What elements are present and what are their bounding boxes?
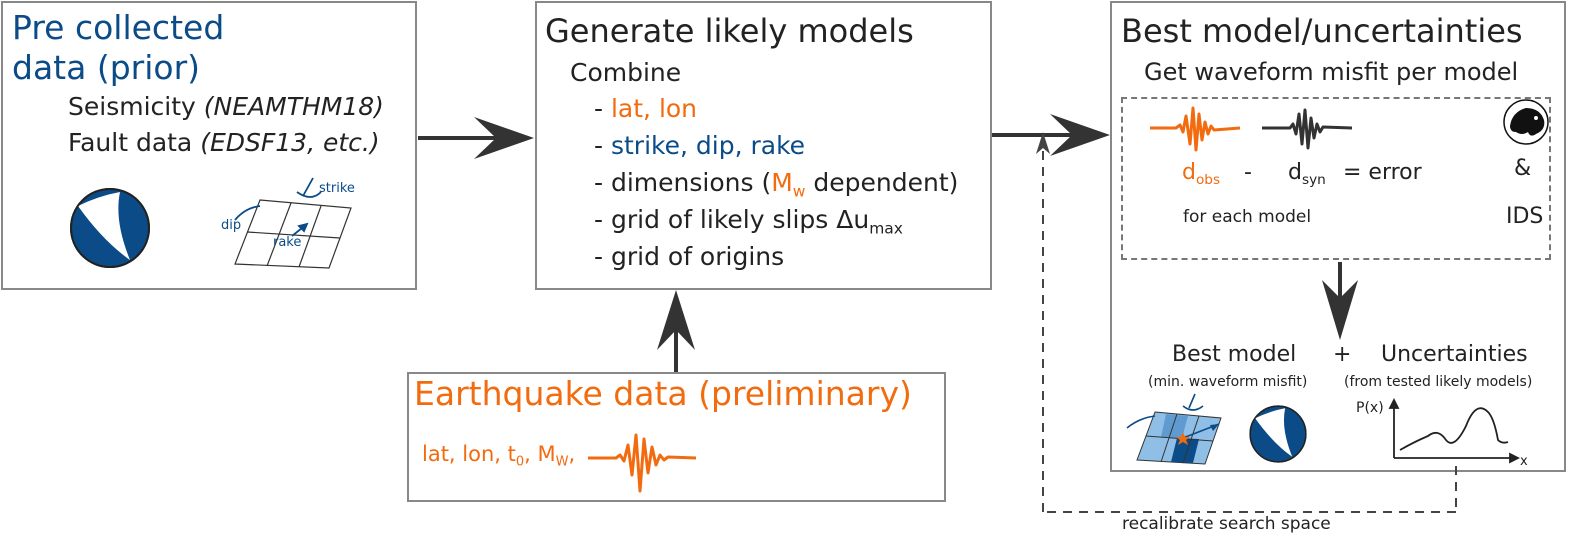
uncertainties-note: (from tested likely models)	[1344, 374, 1533, 390]
equals-error: = error	[1343, 160, 1422, 185]
dsyn-waveform-icon	[1262, 108, 1353, 150]
ids-logo-icon	[1503, 99, 1549, 145]
plus-sign: +	[1333, 342, 1352, 367]
arrow-misfit-to-result	[1322, 262, 1358, 340]
dash: -	[594, 205, 604, 234]
list-item-latlon: - lat, lon	[594, 94, 697, 123]
prior-title-line1: Pre collected	[12, 8, 225, 47]
fault-grid-icon	[1126, 393, 1222, 465]
earthquake-data-box	[407, 372, 946, 502]
fault-line: Fault data (EDSF13, etc.)	[68, 128, 380, 157]
dsyn-label: dsyn	[1288, 160, 1326, 188]
list-item-origins: - grid of origins	[594, 242, 784, 271]
list-item-strike: - strike, dip, rake	[594, 131, 805, 160]
origins-text: grid of origins	[610, 242, 785, 271]
rake-label: rake	[273, 235, 301, 250]
px-label: P(x)	[1356, 400, 1384, 416]
best-model-label: Best model	[1172, 342, 1297, 367]
slips-text: grid of likely slips Δu	[610, 205, 870, 234]
strike-dip-rake-text: strike, dip, rake	[610, 131, 806, 160]
ampersand: &	[1514, 156, 1532, 181]
list-item-slips: - grid of likely slips Δumax	[594, 205, 903, 237]
dash: -	[594, 168, 604, 197]
uncertainties-label: Uncertainties	[1381, 342, 1528, 367]
best-model-note: (min. waveform misfit)	[1148, 374, 1308, 390]
fault-grid-icon: strike dip rake	[221, 177, 355, 269]
ids-label: IDS	[1506, 204, 1544, 229]
dimensions-pre: dimensions (	[610, 168, 772, 197]
pdf-plot-icon	[1388, 397, 1521, 464]
dash: -	[594, 242, 604, 271]
misfit-dashed-box	[1121, 97, 1551, 260]
prior-data-box	[1, 1, 417, 290]
dash: -	[594, 94, 604, 123]
dip-label: dip	[221, 218, 241, 233]
arrow-quake-to-generate	[657, 290, 695, 372]
latlon-text: lat, lon	[610, 94, 698, 123]
list-item-dimensions: - dimensions (Mw dependent)	[594, 168, 958, 200]
beachball-icon	[70, 188, 150, 268]
best-subtitle: Get waveform misfit per model	[1144, 58, 1519, 86]
seismicity-label: Seismicity	[68, 92, 196, 121]
dash: -	[594, 131, 604, 160]
earthquake-title: Earthquake data (preliminary)	[414, 374, 912, 413]
best-title: Best model/uncertainties	[1121, 12, 1523, 50]
combine-label: Combine	[570, 58, 682, 87]
waveform-icon	[588, 433, 697, 493]
for-each-model: for each model	[1183, 207, 1312, 227]
seismicity-source: (NEAMTHM18)	[203, 92, 384, 121]
fault-source: (EDSF13, etc.)	[200, 128, 380, 157]
feedback-loop	[1042, 148, 1457, 513]
strike-label: strike	[319, 181, 355, 196]
beachball-icon	[1249, 405, 1307, 463]
dobs-label: dobs	[1182, 160, 1221, 188]
seismicity-line: Seismicity (NEAMTHM18)	[68, 92, 384, 121]
minus-sign: -	[1244, 160, 1252, 185]
generate-models-box	[535, 1, 992, 290]
x-axis-label: x	[1520, 454, 1528, 469]
arrow-prior-to-generate	[418, 117, 534, 159]
earthquake-params: lat, lon, t0, MW,	[422, 442, 576, 470]
slips-sub: max	[869, 219, 903, 238]
prior-title-line2: data (prior)	[12, 48, 201, 87]
fault-label: Fault data	[68, 128, 193, 157]
best-model-box	[1110, 1, 1566, 472]
mw-symbol: Mw	[771, 168, 806, 201]
dobs-waveform-icon	[1150, 106, 1241, 152]
generate-title: Generate likely models	[545, 12, 914, 50]
feedback-arrowhead	[1036, 132, 1050, 154]
feedback-label: recalibrate search space	[1122, 514, 1331, 534]
dimensions-post: dependent)	[805, 168, 959, 197]
arrow-generate-to-best	[992, 114, 1110, 156]
